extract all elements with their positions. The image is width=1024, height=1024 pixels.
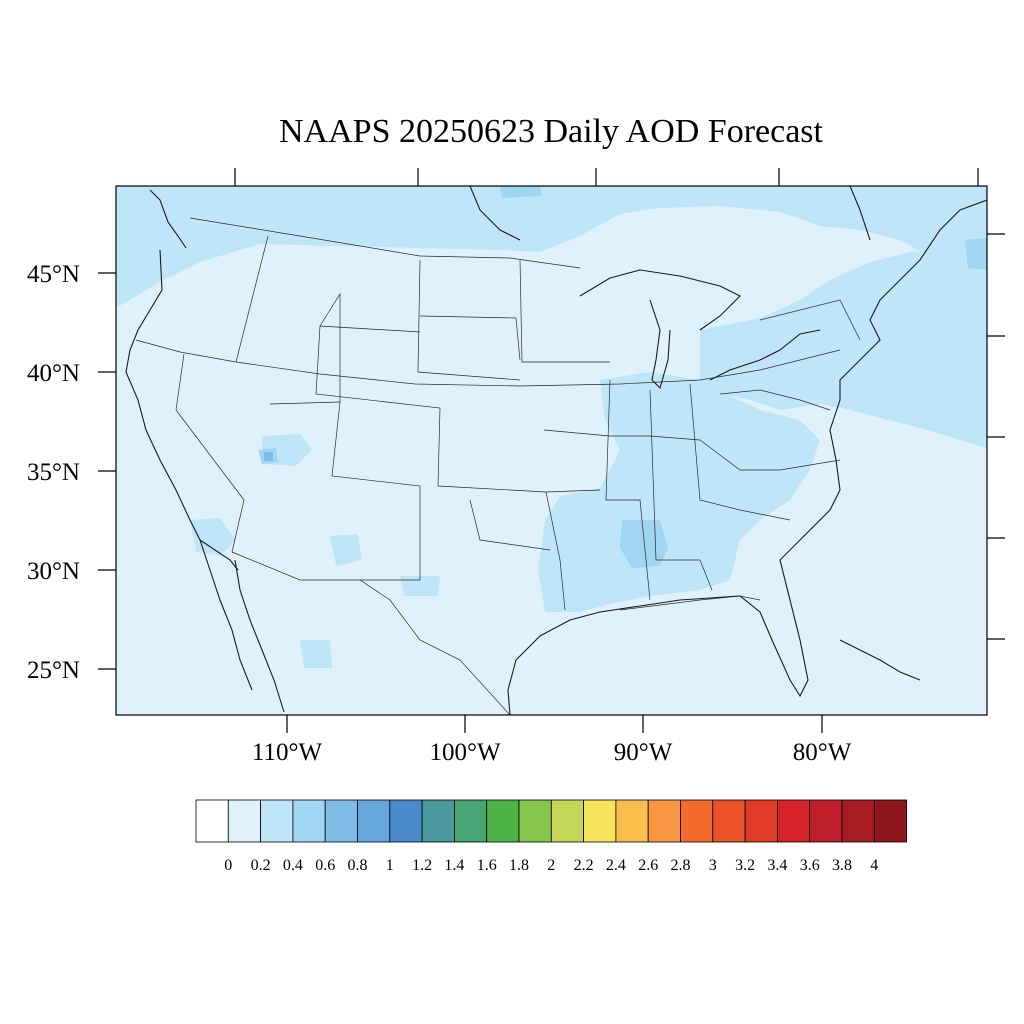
colorbar-swatch <box>227 799 262 843</box>
latitude-labels: 45°N 40°N 35°N 30°N 25°N <box>27 261 80 684</box>
colorbar-labels: 0 0.2 0.4 0.6 0.8 1 1.2 1.4 1.6 1.8 2 2.2 2.4 2.6 2.8 3… <box>224 857 878 874</box>
colorbar-label: 1 <box>386 857 394 874</box>
colorbar-label: 3.6 <box>800 857 820 874</box>
colorbar-swatch <box>841 799 875 843</box>
colorbar-swatch <box>324 799 358 843</box>
state-borders <box>135 217 861 715</box>
colorbar-swatch <box>809 799 843 843</box>
colorbar-label: 3.8 <box>832 857 852 874</box>
colorbar-label: 4 <box>870 857 878 874</box>
colorbar-label: 0.2 <box>251 857 271 874</box>
colorbar-label: 2 <box>547 857 555 874</box>
colorbar <box>195 799 907 843</box>
colorbar-swatch <box>260 799 294 843</box>
colorbar-label: 2.8 <box>671 857 691 874</box>
map-panel <box>116 186 987 715</box>
colorbar-swatch <box>486 799 520 843</box>
longitude-labels: 110°W 100°W 90°W 80°W <box>252 739 852 766</box>
colorbar-label: 1.6 <box>477 857 497 874</box>
colorbar-label: 2.2 <box>574 857 594 874</box>
colorbar-label: 3.4 <box>767 857 787 874</box>
lat-label-30n: 30°N <box>27 558 80 585</box>
colorbar-swatch <box>873 799 907 843</box>
lat-label-35n: 35°N <box>27 459 80 486</box>
coastlines <box>125 186 987 715</box>
lon-label-110w: 110°W <box>252 739 323 766</box>
colorbar-swatch <box>615 799 649 843</box>
aod-shading-0.6-0.8 <box>264 452 273 461</box>
colorbar-swatch <box>647 799 681 843</box>
colorbar-swatch <box>195 799 229 843</box>
colorbar-label: 0.6 <box>315 857 335 874</box>
aod-field-background <box>116 186 987 715</box>
colorbar-label: 1.4 <box>444 857 464 874</box>
colorbar-label: 3.2 <box>735 857 755 874</box>
colorbar-label: 0.8 <box>348 857 368 874</box>
colorbar-swatch <box>292 799 326 843</box>
colorbar-label: 1.8 <box>509 857 529 874</box>
colorbar-swatch <box>712 799 746 843</box>
colorbar-swatch <box>518 799 552 843</box>
colorbar-label: 1.2 <box>412 857 432 874</box>
colorbar-swatch <box>389 799 423 843</box>
lon-label-100w: 100°W <box>429 739 500 766</box>
colorbar-label: 0.4 <box>283 857 303 874</box>
lat-label-25n: 25°N <box>27 657 80 684</box>
aod-shading-0.2-0.4 <box>116 186 987 668</box>
colorbar-label: 2.4 <box>606 857 626 874</box>
colorbar-swatch <box>357 799 391 843</box>
lat-label-45n: 45°N <box>27 261 80 288</box>
colorbar-swatch <box>421 799 455 843</box>
colorbar-label: 2.6 <box>638 857 658 874</box>
colorbar-swatch <box>777 799 811 843</box>
colorbar-swatch <box>583 799 617 843</box>
lon-label-90w: 90°W <box>614 739 673 766</box>
map-frame <box>115 185 988 716</box>
map-ticks <box>98 168 1005 733</box>
colorbar-swatch <box>550 799 584 843</box>
map-title: NAAPS 20250623 Daily AOD Forecast <box>279 113 824 150</box>
colorbar-swatch <box>453 799 488 843</box>
lon-label-80w: 80°W <box>793 739 852 766</box>
colorbar-label: 0 <box>224 857 232 874</box>
lat-label-40n: 40°N <box>27 360 80 387</box>
colorbar-swatch <box>680 799 714 843</box>
colorbar-label: 3 <box>709 857 717 874</box>
colorbar-swatch <box>744 799 778 843</box>
